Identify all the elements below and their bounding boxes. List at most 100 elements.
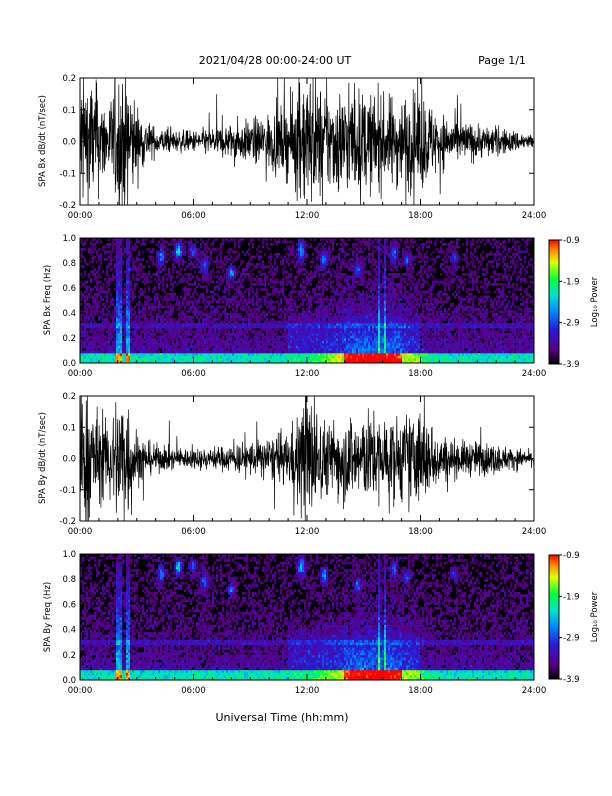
heat-cell	[180, 268, 182, 271]
heat-cell	[298, 356, 300, 359]
heat-cell	[356, 303, 358, 306]
heat-cell	[164, 253, 166, 256]
heat-cell	[270, 351, 272, 354]
heat-cell	[334, 333, 336, 336]
heat-cell	[174, 243, 176, 246]
heat-cell	[136, 331, 138, 334]
heat-cell	[274, 358, 276, 361]
heat-cell	[144, 283, 146, 286]
heat-cell	[342, 303, 344, 306]
heat-cell	[362, 323, 364, 326]
heat-cell	[352, 283, 354, 286]
heat-cell	[296, 306, 298, 309]
heat-cell	[304, 348, 306, 351]
heat-cell	[140, 276, 142, 279]
heat-cell	[258, 283, 260, 286]
heat-cell	[236, 338, 238, 341]
heat-cell	[172, 286, 174, 289]
heat-cell	[108, 243, 110, 246]
heat-cell	[220, 326, 222, 329]
heat-cell	[178, 353, 180, 356]
heat-cell	[330, 263, 332, 266]
heat-cell	[332, 353, 334, 356]
heat-cell	[352, 281, 354, 284]
heat-cell	[340, 318, 342, 321]
heat-cell	[358, 321, 360, 324]
heat-cell	[318, 348, 320, 351]
heat-cell	[220, 323, 222, 326]
heat-cell	[96, 286, 98, 289]
heat-cell	[144, 323, 146, 326]
heat-cell	[236, 301, 238, 304]
heat-cell	[296, 316, 298, 319]
heat-cell	[340, 283, 342, 286]
heat-cell	[270, 281, 272, 284]
heat-cell	[202, 351, 204, 354]
heat-cell	[220, 253, 222, 256]
heat-cell	[216, 343, 218, 346]
heat-cell	[362, 281, 364, 284]
heat-cell	[264, 313, 266, 316]
heat-cell	[252, 273, 254, 276]
heat-cell	[310, 328, 312, 331]
heat-cell	[180, 243, 182, 246]
heat-cell	[264, 296, 266, 299]
heat-cell	[194, 306, 196, 309]
heat-cell	[92, 296, 94, 299]
heat-cell	[252, 358, 254, 361]
heat-cell	[242, 356, 244, 359]
heat-cell	[306, 353, 308, 356]
heat-cell	[324, 353, 326, 356]
heat-cell	[156, 348, 158, 351]
heat-cell	[128, 346, 130, 349]
heat-cell	[258, 308, 260, 311]
heat-cell	[166, 278, 168, 281]
heat-cell	[264, 298, 266, 301]
heat-cell	[302, 343, 304, 346]
heat-cell	[196, 323, 198, 326]
heat-cell	[288, 303, 290, 306]
heat-cell	[148, 333, 150, 336]
heat-cell	[146, 273, 148, 276]
heat-cell	[168, 253, 170, 256]
heat-cell	[298, 323, 300, 326]
heat-cell	[296, 321, 298, 324]
heat-cell	[216, 281, 218, 284]
heat-cell	[304, 353, 306, 356]
heat-cell	[252, 268, 254, 271]
heat-cell	[226, 273, 228, 276]
heat-cell	[110, 331, 112, 334]
heat-cell	[240, 356, 242, 359]
heat-cell	[304, 338, 306, 341]
heat-cell	[88, 286, 90, 289]
heat-cell	[320, 243, 322, 246]
heat-cell	[276, 348, 278, 351]
heat-cell	[292, 306, 294, 309]
heat-cell	[184, 278, 186, 281]
heat-cell	[236, 311, 238, 314]
heat-cell	[302, 353, 304, 356]
heat-cell	[182, 338, 184, 341]
heat-cell	[126, 271, 128, 274]
heat-cell	[200, 256, 202, 259]
heat-cell	[270, 298, 272, 301]
heat-cell	[126, 301, 128, 304]
heat-cell	[122, 333, 124, 336]
heat-cell	[302, 338, 304, 341]
heat-cell	[156, 306, 158, 309]
heat-cell	[262, 358, 264, 361]
heat-cell	[272, 356, 274, 359]
heat-cell	[222, 323, 224, 326]
heat-cell	[326, 271, 328, 274]
heat-cell	[332, 311, 334, 314]
heat-cell	[320, 353, 322, 356]
heat-cell	[352, 313, 354, 316]
heat-cell	[162, 253, 164, 256]
heat-cell	[194, 326, 196, 329]
heat-cell	[220, 331, 222, 334]
heat-cell	[334, 258, 336, 261]
heat-cell	[240, 326, 242, 329]
heat-cell	[234, 341, 236, 344]
heat-cell	[152, 318, 154, 321]
heat-cell	[274, 341, 276, 344]
